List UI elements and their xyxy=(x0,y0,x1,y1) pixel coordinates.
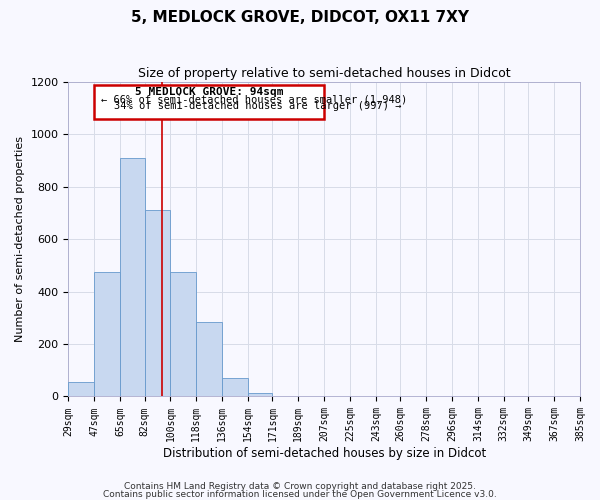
Bar xyxy=(145,210,170,396)
Bar xyxy=(94,272,120,396)
Text: ← 66% of semi-detached houses are smaller (1,948): ← 66% of semi-detached houses are smalle… xyxy=(101,95,408,105)
Title: Size of property relative to semi-detached houses in Didcot: Size of property relative to semi-detach… xyxy=(138,68,511,80)
Bar xyxy=(170,272,196,396)
Text: 5, MEDLOCK GROVE, DIDCOT, OX11 7XY: 5, MEDLOCK GROVE, DIDCOT, OX11 7XY xyxy=(131,10,469,25)
Bar xyxy=(196,322,222,396)
Text: Contains HM Land Registry data © Crown copyright and database right 2025.: Contains HM Land Registry data © Crown c… xyxy=(124,482,476,491)
Y-axis label: Number of semi-detached properties: Number of semi-detached properties xyxy=(15,136,25,342)
Bar xyxy=(68,382,94,396)
Text: Contains public sector information licensed under the Open Government Licence v3: Contains public sector information licen… xyxy=(103,490,497,499)
Text: 5 MEDLOCK GROVE: 94sqm: 5 MEDLOCK GROVE: 94sqm xyxy=(135,88,283,98)
Bar xyxy=(120,158,145,396)
Bar xyxy=(222,378,248,396)
Text: 34% of semi-detached houses are larger (997) →: 34% of semi-detached houses are larger (… xyxy=(115,101,402,111)
Bar xyxy=(94,85,324,119)
X-axis label: Distribution of semi-detached houses by size in Didcot: Distribution of semi-detached houses by … xyxy=(163,447,486,460)
Bar xyxy=(248,392,272,396)
